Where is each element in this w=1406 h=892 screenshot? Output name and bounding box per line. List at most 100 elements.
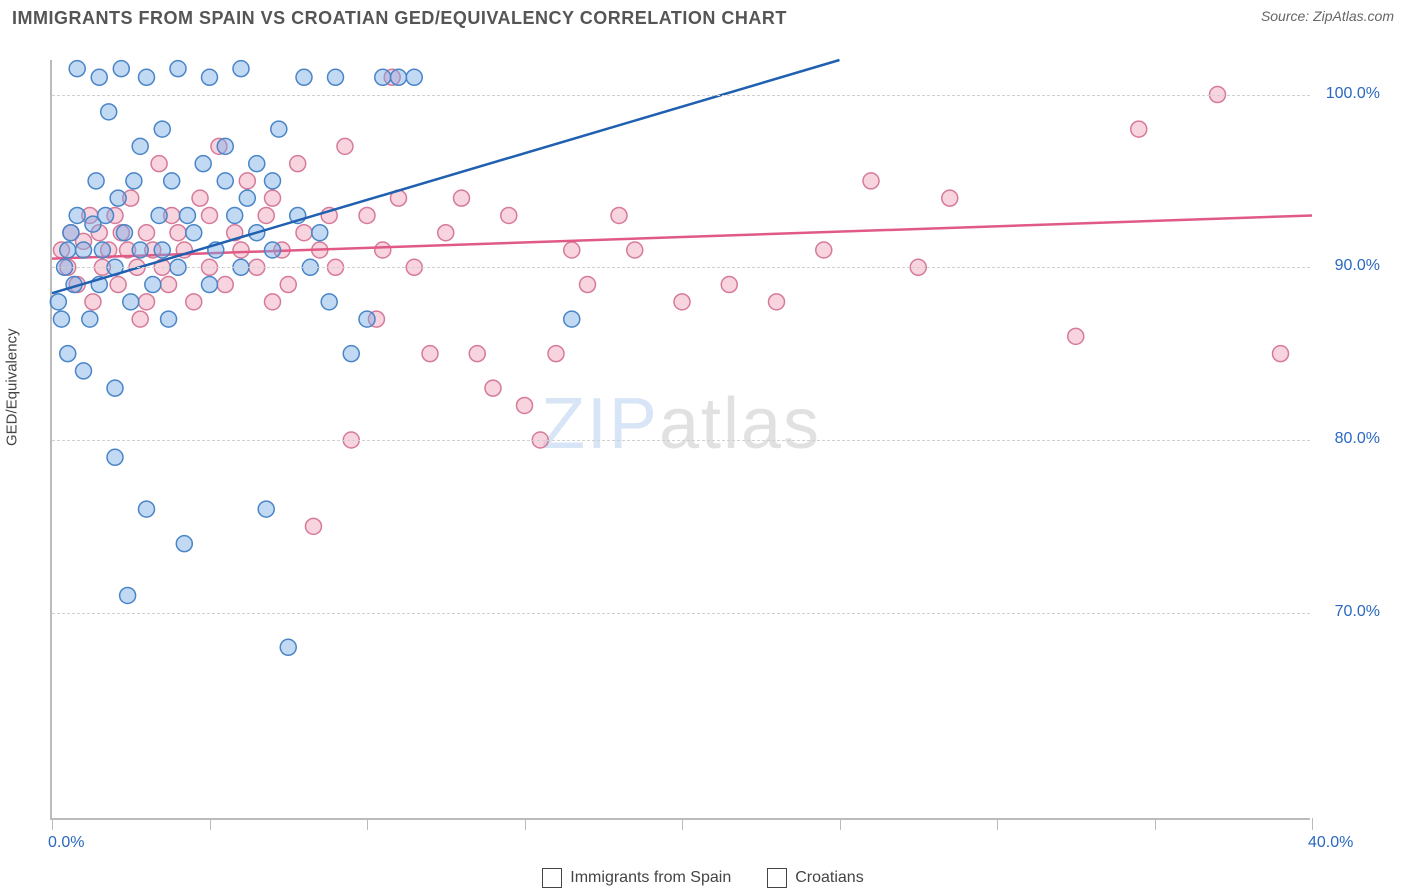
scatter-point bbox=[107, 449, 123, 465]
scatter-point bbox=[132, 311, 148, 327]
scatter-point bbox=[85, 294, 101, 310]
scatter-point bbox=[258, 501, 274, 517]
gridline bbox=[52, 267, 1310, 268]
scatter-point bbox=[265, 190, 281, 206]
scatter-point bbox=[179, 207, 195, 223]
scatter-point bbox=[485, 380, 501, 396]
scatter-point bbox=[1273, 346, 1289, 362]
scatter-point bbox=[517, 397, 533, 413]
scatter-point bbox=[123, 294, 139, 310]
y-tick-label: 80.0% bbox=[1335, 430, 1380, 448]
scatter-point bbox=[76, 242, 92, 258]
scatter-point bbox=[176, 536, 192, 552]
scatter-point bbox=[271, 121, 287, 137]
scatter-point bbox=[863, 173, 879, 189]
x-tick-label: 0.0% bbox=[48, 834, 84, 852]
scatter-point bbox=[769, 294, 785, 310]
scatter-point bbox=[375, 69, 391, 85]
y-axis-label: GED/Equivalency bbox=[4, 328, 21, 446]
scatter-point bbox=[627, 242, 643, 258]
scatter-point bbox=[337, 138, 353, 154]
scatter-point bbox=[258, 207, 274, 223]
scatter-point bbox=[296, 225, 312, 241]
scatter-point bbox=[139, 69, 155, 85]
swatch-spain bbox=[542, 868, 562, 888]
y-tick-label: 90.0% bbox=[1335, 257, 1380, 275]
legend-item-croatia: Croatians bbox=[767, 868, 863, 888]
scatter-point bbox=[611, 207, 627, 223]
scatter-point bbox=[227, 207, 243, 223]
chart-svg bbox=[52, 60, 1310, 818]
scatter-point bbox=[161, 311, 177, 327]
scatter-point bbox=[321, 294, 337, 310]
scatter-point bbox=[1131, 121, 1147, 137]
scatter-point bbox=[132, 242, 148, 258]
scatter-point bbox=[195, 156, 211, 172]
scatter-point bbox=[202, 69, 218, 85]
scatter-point bbox=[548, 346, 564, 362]
scatter-point bbox=[501, 207, 517, 223]
scatter-point bbox=[564, 242, 580, 258]
scatter-point bbox=[422, 346, 438, 362]
scatter-point bbox=[359, 207, 375, 223]
scatter-point bbox=[328, 69, 344, 85]
scatter-point bbox=[186, 225, 202, 241]
scatter-point bbox=[69, 61, 85, 77]
scatter-point bbox=[69, 207, 85, 223]
scatter-point bbox=[120, 587, 136, 603]
scatter-point bbox=[101, 104, 117, 120]
legend-label-spain: Immigrants from Spain bbox=[570, 869, 731, 887]
scatter-point bbox=[139, 294, 155, 310]
scatter-point bbox=[359, 311, 375, 327]
scatter-point bbox=[186, 294, 202, 310]
scatter-point bbox=[50, 294, 66, 310]
scatter-point bbox=[217, 173, 233, 189]
scatter-point bbox=[265, 242, 281, 258]
scatter-point bbox=[53, 311, 69, 327]
swatch-croatia bbox=[767, 868, 787, 888]
legend-label-croatia: Croatians bbox=[795, 869, 863, 887]
scatter-point bbox=[170, 61, 186, 77]
scatter-point bbox=[60, 242, 76, 258]
x-tick bbox=[997, 818, 998, 830]
scatter-point bbox=[132, 138, 148, 154]
scatter-point bbox=[249, 156, 265, 172]
chart-title: IMMIGRANTS FROM SPAIN VS CROATIAN GED/EQ… bbox=[12, 8, 787, 29]
scatter-point bbox=[312, 225, 328, 241]
scatter-point bbox=[217, 277, 233, 293]
scatter-point bbox=[60, 346, 76, 362]
scatter-point bbox=[94, 242, 110, 258]
scatter-point bbox=[721, 277, 737, 293]
scatter-point bbox=[192, 190, 208, 206]
scatter-point bbox=[438, 225, 454, 241]
x-tick bbox=[52, 818, 53, 830]
scatter-point bbox=[305, 518, 321, 534]
x-tick bbox=[682, 818, 683, 830]
scatter-point bbox=[265, 294, 281, 310]
scatter-point bbox=[454, 190, 470, 206]
plot-area: ZIPatlas 70.0%80.0%90.0%100.0%0.0%40.0% bbox=[50, 60, 1310, 820]
chart-source: Source: ZipAtlas.com bbox=[1261, 8, 1394, 24]
scatter-point bbox=[107, 380, 123, 396]
scatter-point bbox=[110, 190, 126, 206]
y-tick-label: 70.0% bbox=[1335, 603, 1380, 621]
gridline bbox=[52, 440, 1310, 441]
scatter-point bbox=[161, 277, 177, 293]
scatter-point bbox=[816, 242, 832, 258]
scatter-point bbox=[265, 173, 281, 189]
scatter-point bbox=[239, 190, 255, 206]
x-tick bbox=[1155, 818, 1156, 830]
source-name: ZipAtlas.com bbox=[1313, 8, 1394, 24]
scatter-point bbox=[217, 138, 233, 154]
scatter-point bbox=[98, 207, 114, 223]
x-tick bbox=[840, 818, 841, 830]
scatter-point bbox=[151, 156, 167, 172]
scatter-point bbox=[202, 207, 218, 223]
x-tick bbox=[367, 818, 368, 830]
scatter-point bbox=[170, 225, 186, 241]
scatter-point bbox=[139, 501, 155, 517]
chart-header: IMMIGRANTS FROM SPAIN VS CROATIAN GED/EQ… bbox=[0, 0, 1406, 40]
scatter-point bbox=[296, 69, 312, 85]
scatter-point bbox=[564, 311, 580, 327]
legend-bottom: Immigrants from Spain Croatians bbox=[0, 868, 1406, 888]
